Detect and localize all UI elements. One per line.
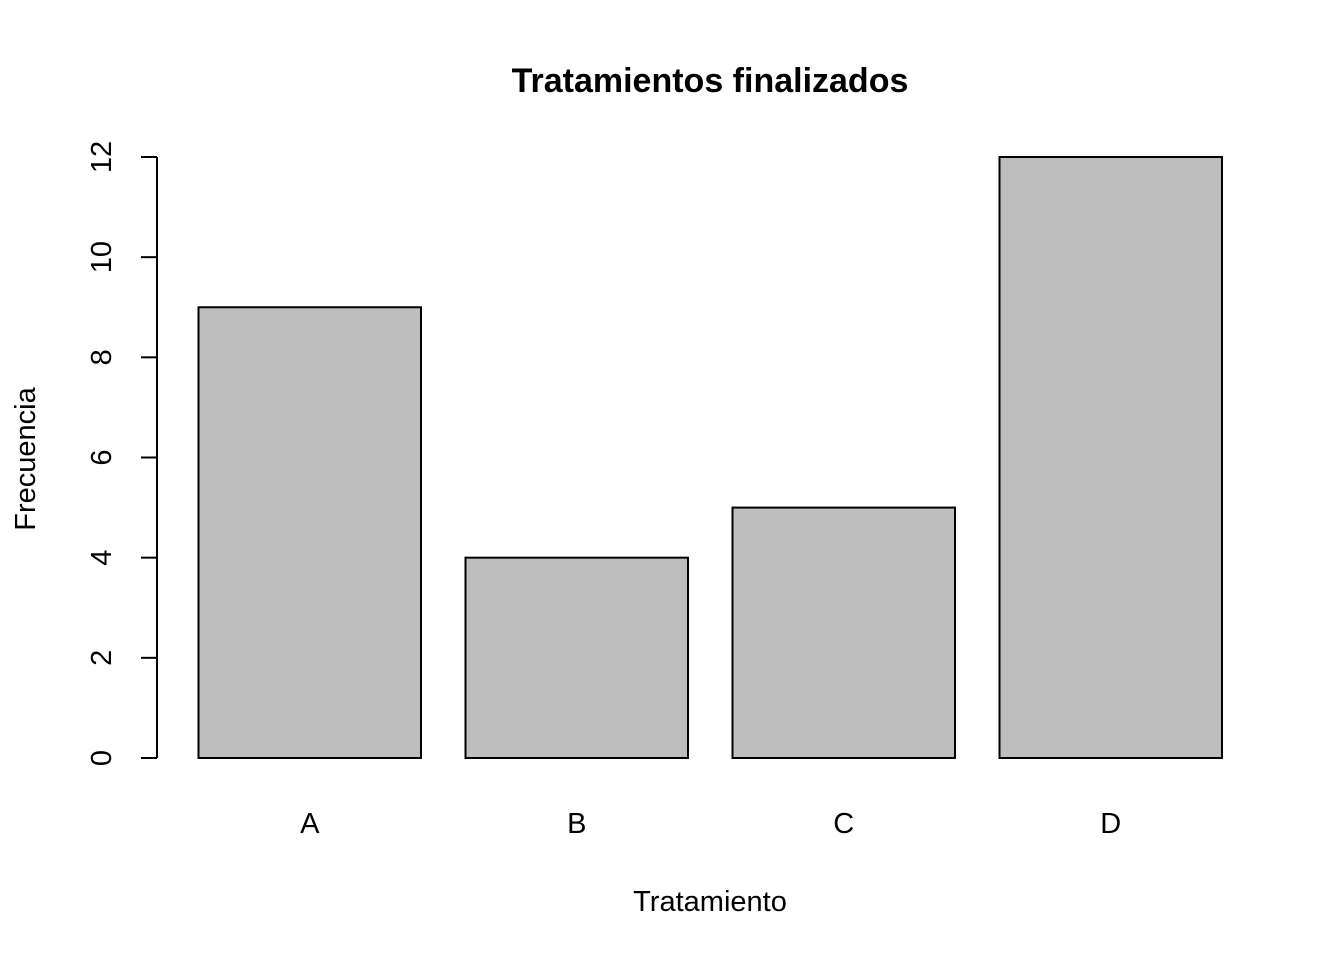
chart-title: Tratamientos finalizados — [512, 62, 909, 100]
x-axis-tick-labels: A B C D — [300, 808, 1121, 840]
bars — [197, 156, 1223, 760]
y-tick-label: 0 — [86, 750, 118, 766]
y-tick-label: 12 — [86, 141, 118, 173]
y-tick-label: 10 — [86, 241, 118, 273]
y-axis-label: Frecuencia — [10, 386, 42, 530]
bar-b — [464, 556, 689, 760]
y-tick-label: 8 — [86, 349, 118, 365]
bar-c — [731, 506, 956, 760]
y-tick-label: 4 — [86, 550, 118, 566]
x-axis-label: Tratamiento — [633, 886, 787, 918]
x-tick-label: A — [300, 808, 320, 840]
x-tick-label: C — [833, 808, 854, 840]
y-tick-label: 6 — [86, 449, 118, 465]
y-tick-label: 2 — [86, 650, 118, 666]
x-tick-label: D — [1100, 808, 1121, 840]
y-axis: 0 2 4 6 8 10 12 — [86, 141, 158, 766]
x-tick-label: B — [567, 808, 586, 840]
bar-d — [998, 156, 1223, 759]
bar-a — [197, 306, 422, 759]
